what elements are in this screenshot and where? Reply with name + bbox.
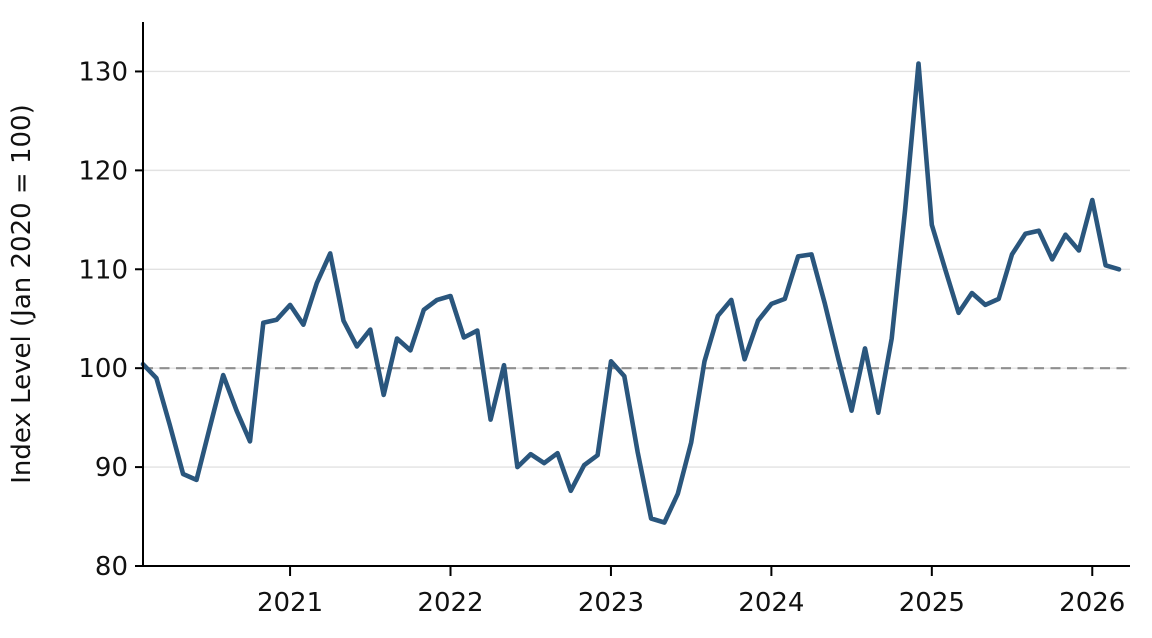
axis-tick-marks: [135, 70, 1094, 576]
x-tick-label-2021: 2021: [257, 588, 323, 618]
x-tick-label-2022: 2022: [417, 588, 483, 618]
x-tick-label-2026: 2026: [1059, 588, 1125, 618]
index-line-series: [140, 61, 1122, 525]
x-tick-label-2024: 2024: [738, 588, 804, 618]
y-tick-label-80: 80: [95, 552, 128, 582]
axes-spines: [142, 22, 1130, 567]
y-tick-label-120: 120: [78, 156, 128, 186]
y-tick-label-110: 110: [78, 255, 128, 285]
gridlines: [143, 70, 1130, 468]
y-tick-label-100: 100: [78, 354, 128, 384]
y-tick-label-130: 130: [78, 57, 128, 87]
axis-tick-labels: 80 90 100 110 120 130 2021 2022 2023 2024 2025 2026: [78, 57, 1125, 618]
x-tick-label-2025: 2025: [899, 588, 965, 618]
y-axis-label: Index Level (Jan 2020 = 100): [7, 104, 37, 483]
y-tick-label-90: 90: [95, 453, 128, 483]
x-tick-label-2023: 2023: [578, 588, 644, 618]
